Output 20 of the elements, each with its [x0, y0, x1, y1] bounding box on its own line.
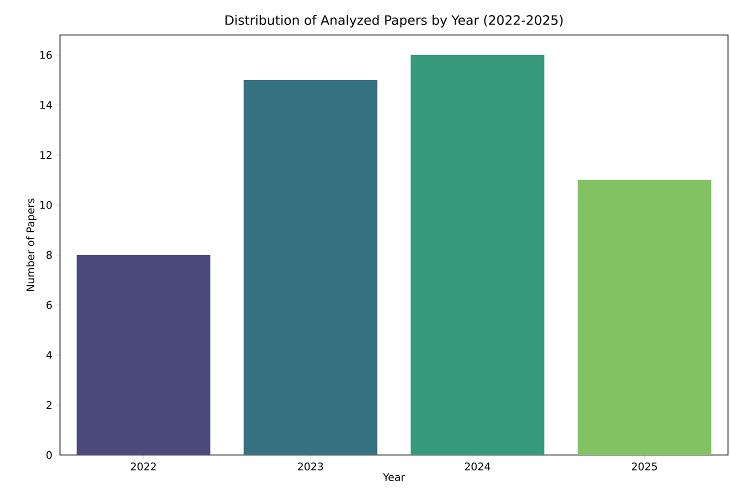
y-tick-label: 8 [46, 251, 52, 259]
y-tick-label: 2 [46, 401, 52, 409]
y-tick-label: 16 [40, 51, 52, 59]
chart-title: Distribution of Analyzed Papers by Year (2022-2025) [226, 14, 563, 28]
y-tick-label: 12 [40, 151, 52, 159]
x-axis-title: Year [382, 473, 406, 482]
x-tick-label: 2023 [298, 462, 323, 470]
bar [578, 180, 712, 455]
y-tick-label: 0 [46, 451, 52, 459]
x-tick-label: 2024 [464, 462, 490, 470]
x-tick-label: 2025 [632, 462, 657, 470]
bar [244, 80, 378, 455]
y-tick-label: 14 [40, 101, 52, 109]
y-axis-title: Number of Papers [26, 198, 36, 291]
bar [76, 254, 210, 455]
y-tick-label: 10 [40, 201, 52, 209]
y-tick-label: 6 [46, 301, 52, 309]
bar [410, 54, 544, 455]
y-tick-label: 4 [46, 351, 52, 359]
x-tick-label: 2022 [130, 462, 156, 470]
